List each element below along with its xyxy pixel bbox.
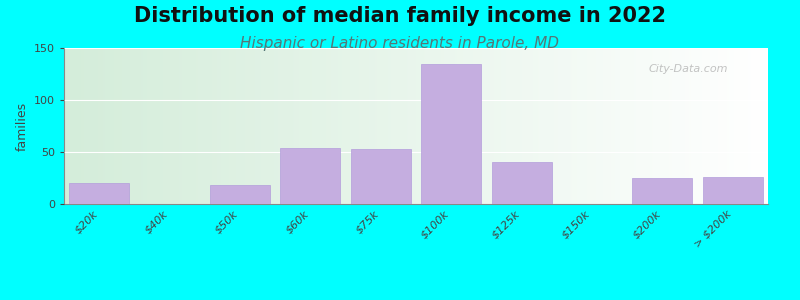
Bar [351,149,410,204]
Y-axis label: families: families [15,101,29,151]
Bar [633,178,692,204]
Bar [492,162,551,204]
Bar [422,64,481,204]
Text: Distribution of median family income in 2022: Distribution of median family income in … [134,6,666,26]
Bar [281,148,340,204]
Bar [70,183,129,204]
Bar [210,185,270,204]
Bar [703,177,762,204]
Text: Hispanic or Latino residents in Parole, MD: Hispanic or Latino residents in Parole, … [241,36,559,51]
Text: City-Data.com: City-Data.com [648,64,728,74]
